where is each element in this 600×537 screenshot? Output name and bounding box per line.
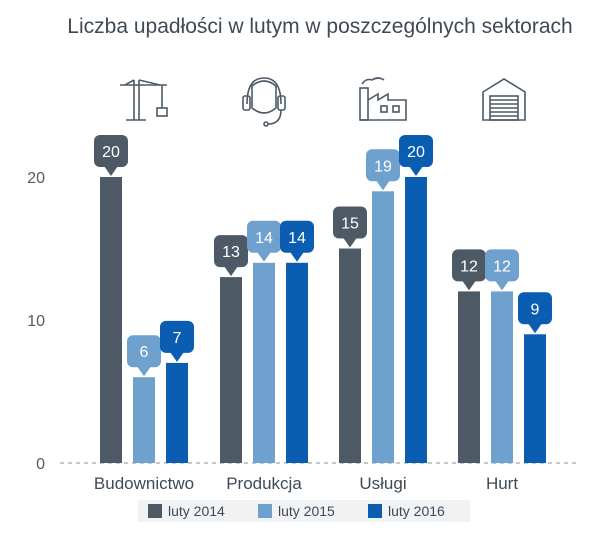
callout-pointer [462, 280, 476, 291]
callout-box [485, 249, 519, 282]
callout-pointer [170, 351, 184, 362]
data-label-callout: 6 [127, 335, 161, 377]
data-label: 6 [140, 344, 149, 361]
headset-icon [242, 77, 286, 127]
callout-pointer [224, 266, 238, 277]
legend-swatch [258, 504, 272, 518]
category-label: Produkcja [226, 474, 302, 493]
legend-item: luty 2015 [248, 500, 360, 522]
callout-box [366, 149, 400, 182]
callout-pointer [376, 180, 390, 191]
warehouse-icon [482, 78, 526, 121]
data-label: 15 [341, 216, 359, 233]
callout-box [280, 220, 314, 253]
bar [166, 362, 188, 463]
data-label-callout: 20 [399, 135, 433, 176]
data-label-callout: 7 [160, 320, 194, 362]
legend-bg [138, 500, 250, 522]
bar [458, 291, 480, 463]
callout-box [160, 320, 194, 353]
legend-item: luty 2014 [138, 500, 250, 522]
legend-bg [248, 500, 360, 522]
bar [220, 277, 242, 463]
y-tick-label: 10 [27, 313, 45, 330]
callout-pointer [495, 280, 509, 291]
callout-box [247, 220, 281, 253]
bar [133, 377, 155, 463]
data-label-callout: 14 [247, 220, 281, 262]
data-label: 12 [460, 258, 478, 275]
data-label: 19 [374, 158, 392, 175]
callout-pointer [104, 166, 118, 176]
data-label: 14 [288, 230, 306, 247]
data-label: 14 [255, 230, 273, 247]
legend-swatch [368, 504, 382, 518]
callout-box [333, 206, 367, 239]
bar [286, 262, 308, 463]
data-label-callout: 9 [518, 292, 552, 334]
legend-label: luty 2014 [168, 503, 225, 519]
construction-crane-icon [120, 79, 168, 121]
callout-box [399, 135, 433, 167]
legend-swatch [148, 504, 162, 518]
callout-pointer [409, 166, 423, 176]
category-label: Usługi [359, 474, 406, 493]
bar [405, 177, 427, 463]
callout-pointer [137, 366, 151, 377]
category-label: Budownictwo [94, 474, 194, 493]
legend-label: luty 2016 [388, 503, 445, 519]
data-label-callout: 19 [366, 149, 400, 191]
callout-pointer [528, 323, 542, 334]
callout-pointer [290, 251, 304, 262]
data-label: 9 [531, 301, 540, 318]
callout-pointer [257, 251, 271, 262]
data-label-callout: 15 [333, 206, 367, 248]
bar [372, 191, 394, 464]
bar [524, 334, 546, 463]
data-label: 20 [102, 144, 120, 161]
callout-box [94, 135, 128, 167]
bar [100, 177, 122, 463]
callout-box [518, 292, 552, 325]
data-label: 12 [493, 258, 511, 275]
callout-pointer [343, 237, 357, 248]
data-label-callout: 13 [214, 235, 248, 277]
bar [253, 262, 275, 463]
data-label: 20 [407, 144, 425, 161]
data-label: 7 [173, 330, 182, 347]
callout-box [214, 235, 248, 268]
data-label-callout: 12 [452, 249, 486, 291]
data-label-callout: 14 [280, 220, 314, 262]
chart-title: Liczba upadłości w lutym w poszczególnyc… [67, 15, 573, 38]
bar [491, 291, 513, 463]
data-label: 13 [222, 244, 240, 261]
data-label-callout: 12 [485, 249, 519, 291]
legend-label: luty 2015 [278, 503, 335, 519]
callout-box [452, 249, 486, 282]
category-label: Hurt [486, 474, 518, 493]
callout-box [127, 335, 161, 368]
y-tick-label: 0 [36, 456, 45, 473]
y-tick-label: 20 [27, 170, 45, 187]
legend-item: luty 2016 [358, 500, 470, 522]
factory-icon [359, 77, 407, 121]
legend-bg [358, 500, 470, 522]
data-label-callout: 20 [94, 135, 128, 176]
bar [339, 248, 361, 463]
